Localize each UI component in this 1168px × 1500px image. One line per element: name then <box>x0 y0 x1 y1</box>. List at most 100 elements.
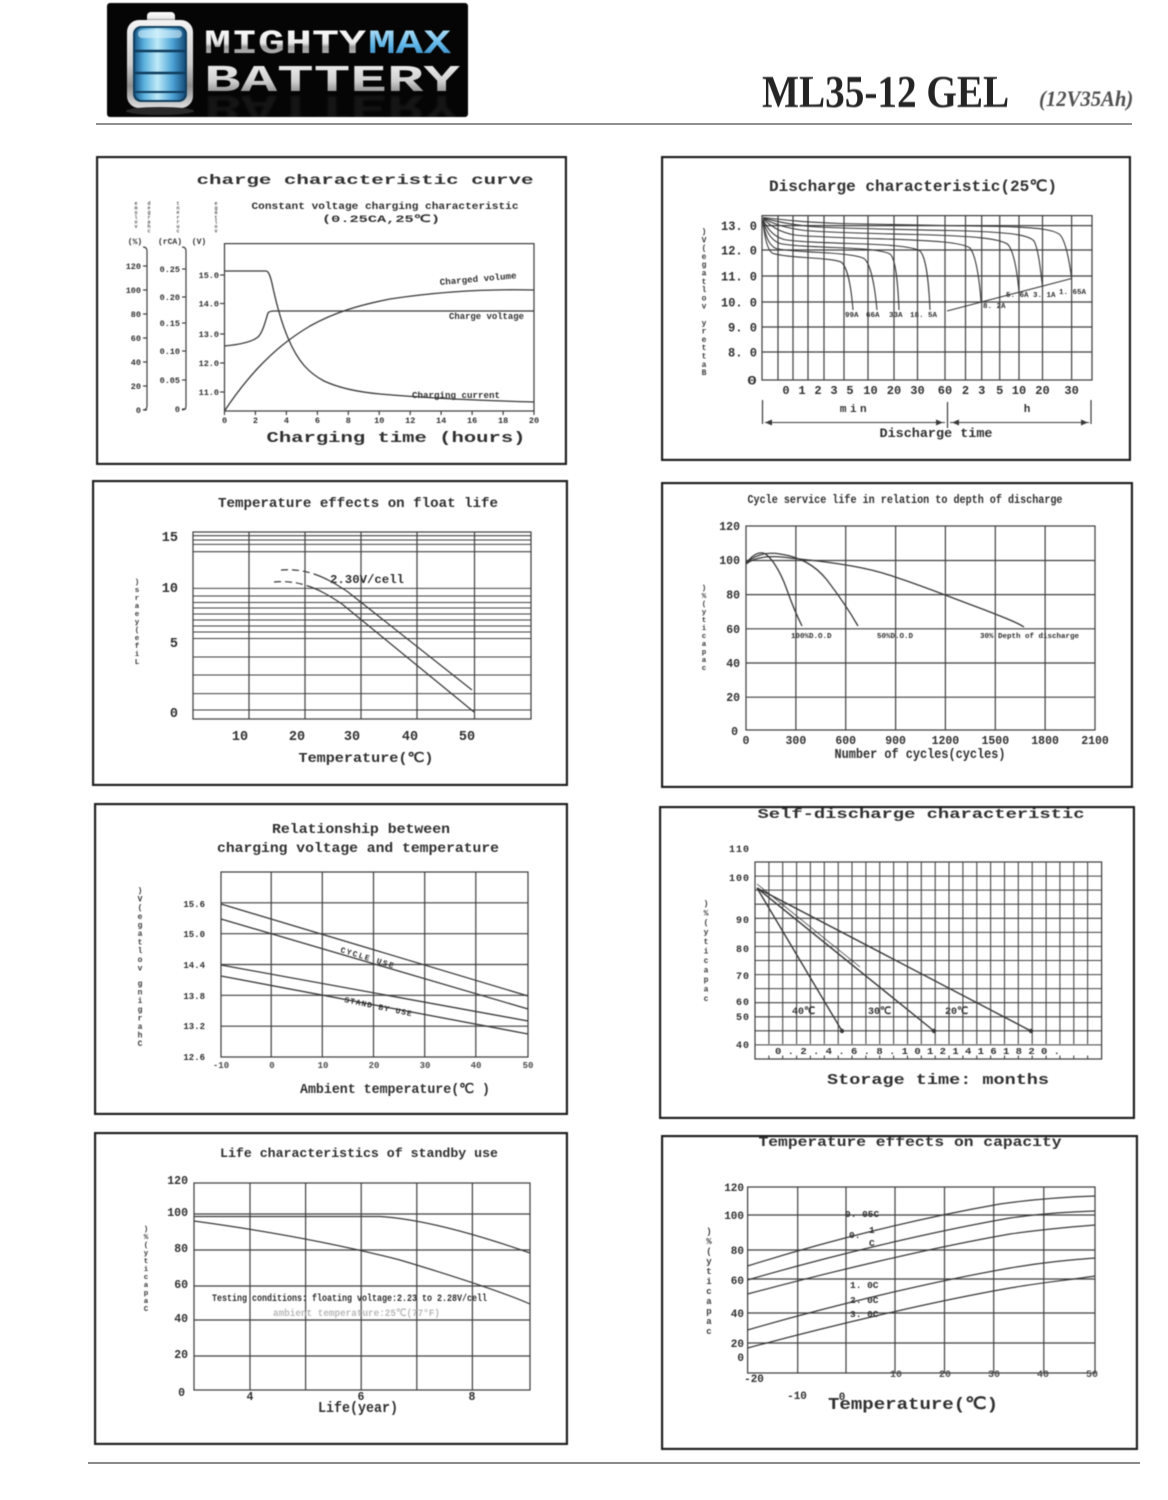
svg-text:20: 20 <box>939 1370 951 1381</box>
svg-text:100: 100 <box>126 286 141 296</box>
svg-text:80: 80 <box>736 945 750 956</box>
svg-text:30: 30 <box>988 1370 1000 1381</box>
svg-text:0: 0 <box>269 1061 274 1071</box>
svg-text:120: 120 <box>724 1183 744 1195</box>
svg-text:1. 65A: 1. 65A <box>1059 289 1087 297</box>
svg-text:0: 0 <box>743 735 750 748</box>
svg-text:BATTERY: BATTERY <box>204 84 460 117</box>
svg-text:1200: 1200 <box>932 735 960 748</box>
svg-text:10: 10 <box>162 582 178 597</box>
svg-text:15.6: 15.6 <box>183 900 205 910</box>
svg-text:40: 40 <box>726 658 740 671</box>
svg-text:20: 20 <box>887 384 901 398</box>
svg-text:1: 1 <box>798 384 805 398</box>
svg-text:0.25: 0.25 <box>160 265 180 275</box>
svg-text:60: 60 <box>938 384 952 398</box>
svg-text:60: 60 <box>731 1276 744 1288</box>
svg-text:0. 05C: 0. 05C <box>845 1209 880 1220</box>
svg-text:charging voltage and temperatu: charging voltage and temperature <box>217 841 499 857</box>
svg-text:Temperature effects on capacit: Temperature effects on capacity <box>759 1135 1063 1151</box>
svg-text:33A: 33A <box>889 312 903 320</box>
svg-text:10. 0: 10. 0 <box>721 297 757 311</box>
svg-text:40: 40 <box>131 358 141 368</box>
svg-text:10: 10 <box>890 1370 902 1381</box>
svg-text:4: 4 <box>284 416 289 426</box>
svg-text:600: 600 <box>835 735 856 748</box>
svg-text:h: h <box>1024 404 1031 416</box>
svg-text:8. 2A: 8. 2A <box>983 303 1006 311</box>
svg-text:14.0: 14.0 <box>199 300 219 310</box>
svg-text:5: 5 <box>170 637 178 652</box>
svg-text:13.8: 13.8 <box>183 992 205 1002</box>
svg-text:Ambient temperature(℃ ): Ambient temperature(℃ ) <box>300 1082 490 1098</box>
svg-text:Life(year): Life(year) <box>318 1400 398 1417</box>
svg-text:40: 40 <box>736 1041 750 1052</box>
svg-text:40℃: 40℃ <box>792 1006 815 1018</box>
svg-text:1500: 1500 <box>981 735 1009 748</box>
svg-text:1800: 1800 <box>1031 735 1059 748</box>
svg-text:50: 50 <box>1086 1370 1098 1381</box>
svg-text:2: 2 <box>253 416 258 426</box>
svg-text:2100: 2100 <box>1081 735 1109 748</box>
svg-text:14.4: 14.4 <box>183 961 205 971</box>
svg-text:0.15: 0.15 <box>160 319 180 329</box>
svg-text:4: 4 <box>247 1391 254 1404</box>
svg-text:10: 10 <box>1012 384 1026 398</box>
svg-text:3. 0C: 3. 0C <box>850 1309 879 1320</box>
svg-text:90: 90 <box>736 916 750 927</box>
svg-text:20: 20 <box>174 1349 188 1362</box>
svg-text:12.6: 12.6 <box>183 1053 205 1063</box>
svg-text:-10: -10 <box>787 1391 807 1403</box>
svg-text:110: 110 <box>729 845 750 856</box>
svg-text:0: 0 <box>178 1387 185 1400</box>
svg-text:40: 40 <box>731 1309 744 1321</box>
svg-text:MIGHTY: MIGHTY <box>204 26 367 64</box>
svg-text:80: 80 <box>731 1246 744 1258</box>
svg-text:min: min <box>840 404 870 416</box>
svg-text:STAND BY USE: STAND BY USE <box>343 996 413 1019</box>
svg-text:60: 60 <box>736 998 750 1009</box>
svg-text:Discharge time: Discharge time <box>880 427 993 441</box>
svg-text:70: 70 <box>736 972 750 983</box>
svg-text:Number of cycles(cycles): Number of cycles(cycles) <box>835 747 1006 763</box>
svg-text:18: 18 <box>498 416 508 426</box>
svg-text:13.0: 13.0 <box>199 330 219 340</box>
svg-text:10: 10 <box>232 730 248 745</box>
svg-text:Relationship between: Relationship between <box>272 822 450 838</box>
svg-text:2.30V/cell: 2.30V/cell <box>330 573 404 587</box>
svg-text:15.0: 15.0 <box>183 930 205 940</box>
svg-text:16: 16 <box>467 416 477 426</box>
svg-text:(rCA): (rCA) <box>158 238 182 247</box>
svg-text:12. 0: 12. 0 <box>721 245 757 259</box>
svg-text:13.2: 13.2 <box>183 1022 205 1032</box>
svg-text:40: 40 <box>471 1061 482 1071</box>
svg-text:-10: -10 <box>213 1061 229 1071</box>
svg-text:Charging current: Charging current <box>412 391 500 401</box>
svg-text:20: 20 <box>731 1339 744 1351</box>
svg-text:(V): (V) <box>192 238 206 247</box>
svg-text:900: 900 <box>885 735 906 748</box>
svg-text:20: 20 <box>1035 384 1049 398</box>
svg-text:2. 0C: 2. 0C <box>850 1295 879 1306</box>
svg-text:Life characteristics of standb: Life characteristics of standby use <box>220 1146 498 1161</box>
svg-text:CYCLE USE: CYCLE USE <box>339 946 396 971</box>
svg-text:5: 5 <box>846 384 853 398</box>
svg-text:100%D.O.D: 100%D.O.D <box>791 633 832 641</box>
svg-text:100: 100 <box>167 1207 188 1220</box>
svg-text:(%): (%) <box>128 238 142 247</box>
svg-text:Storage time: months: Storage time: months <box>827 1072 1049 1089</box>
svg-text:40: 40 <box>1037 1370 1049 1381</box>
svg-text:0: 0 <box>782 384 789 398</box>
svg-text:2: 2 <box>814 384 821 398</box>
svg-text:30: 30 <box>910 384 924 398</box>
svg-text:0: 0 <box>222 416 227 426</box>
svg-text:Charge voltage: Charge voltage <box>449 312 524 322</box>
svg-text:0: 0 <box>737 1353 744 1365</box>
svg-text:3: 3 <box>830 384 837 398</box>
svg-text:80: 80 <box>131 310 141 320</box>
svg-text:11. 0: 11. 0 <box>721 271 757 285</box>
svg-text:80: 80 <box>726 590 740 603</box>
svg-text:30℃: 30℃ <box>868 1006 891 1018</box>
